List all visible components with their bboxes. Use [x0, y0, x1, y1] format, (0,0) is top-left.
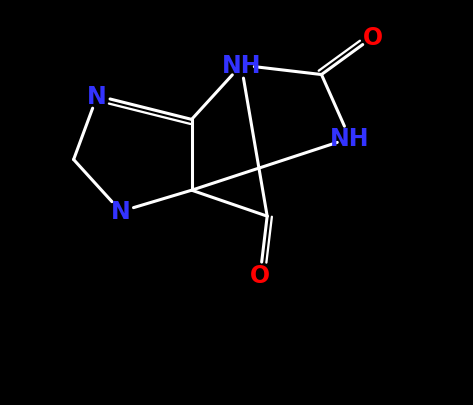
Text: O: O	[250, 264, 270, 288]
Text: N: N	[88, 85, 107, 109]
Text: O: O	[363, 26, 384, 50]
Text: NH: NH	[330, 127, 369, 151]
Text: N: N	[111, 200, 131, 224]
Text: NH: NH	[221, 54, 261, 78]
